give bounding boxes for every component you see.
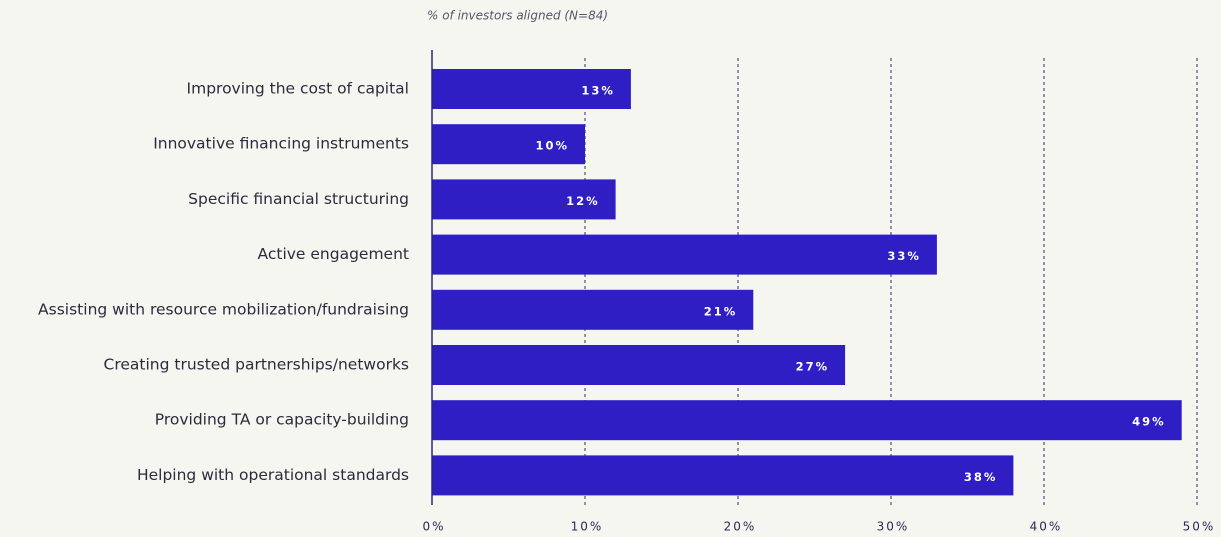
x-tick-label: 30%	[877, 520, 910, 534]
chart-subtitle: % of investors aligned (N=84)	[427, 9, 608, 23]
x-tick-label: 10%	[571, 520, 604, 534]
value-label: 12%	[566, 194, 600, 208]
category-label: Improving the cost of capital	[187, 80, 409, 98]
bar	[432, 124, 585, 165]
bar	[432, 234, 937, 275]
x-tick-label: 50%	[1183, 520, 1216, 534]
x-tick-label: 20%	[724, 520, 757, 534]
x-tick-label: 40%	[1030, 520, 1063, 534]
value-label: 33%	[887, 249, 921, 263]
value-label: 38%	[964, 470, 998, 484]
category-label: Helping with operational standards	[137, 466, 409, 484]
bar	[432, 69, 631, 109]
value-label: 49%	[1132, 415, 1166, 429]
x-tick-label: 0%	[422, 520, 445, 534]
category-label: Active engagement	[258, 245, 409, 263]
category-label: Innovative financing instruments	[153, 135, 409, 153]
category-label: Providing TA or capacity-building	[155, 411, 409, 429]
bar	[432, 179, 616, 220]
value-label: 13%	[581, 84, 615, 98]
bar	[432, 289, 754, 330]
category-label: Specific financial structuring	[188, 190, 409, 208]
value-label: 27%	[796, 360, 830, 374]
category-label: Creating trusted partnerships/networks	[104, 356, 409, 374]
category-label: Assisting with resource mobilization/fun…	[38, 300, 409, 318]
value-label: 10%	[535, 139, 569, 153]
bar	[432, 345, 846, 385]
bar	[432, 455, 1014, 496]
bar	[432, 400, 1182, 441]
value-label: 21%	[704, 304, 738, 318]
